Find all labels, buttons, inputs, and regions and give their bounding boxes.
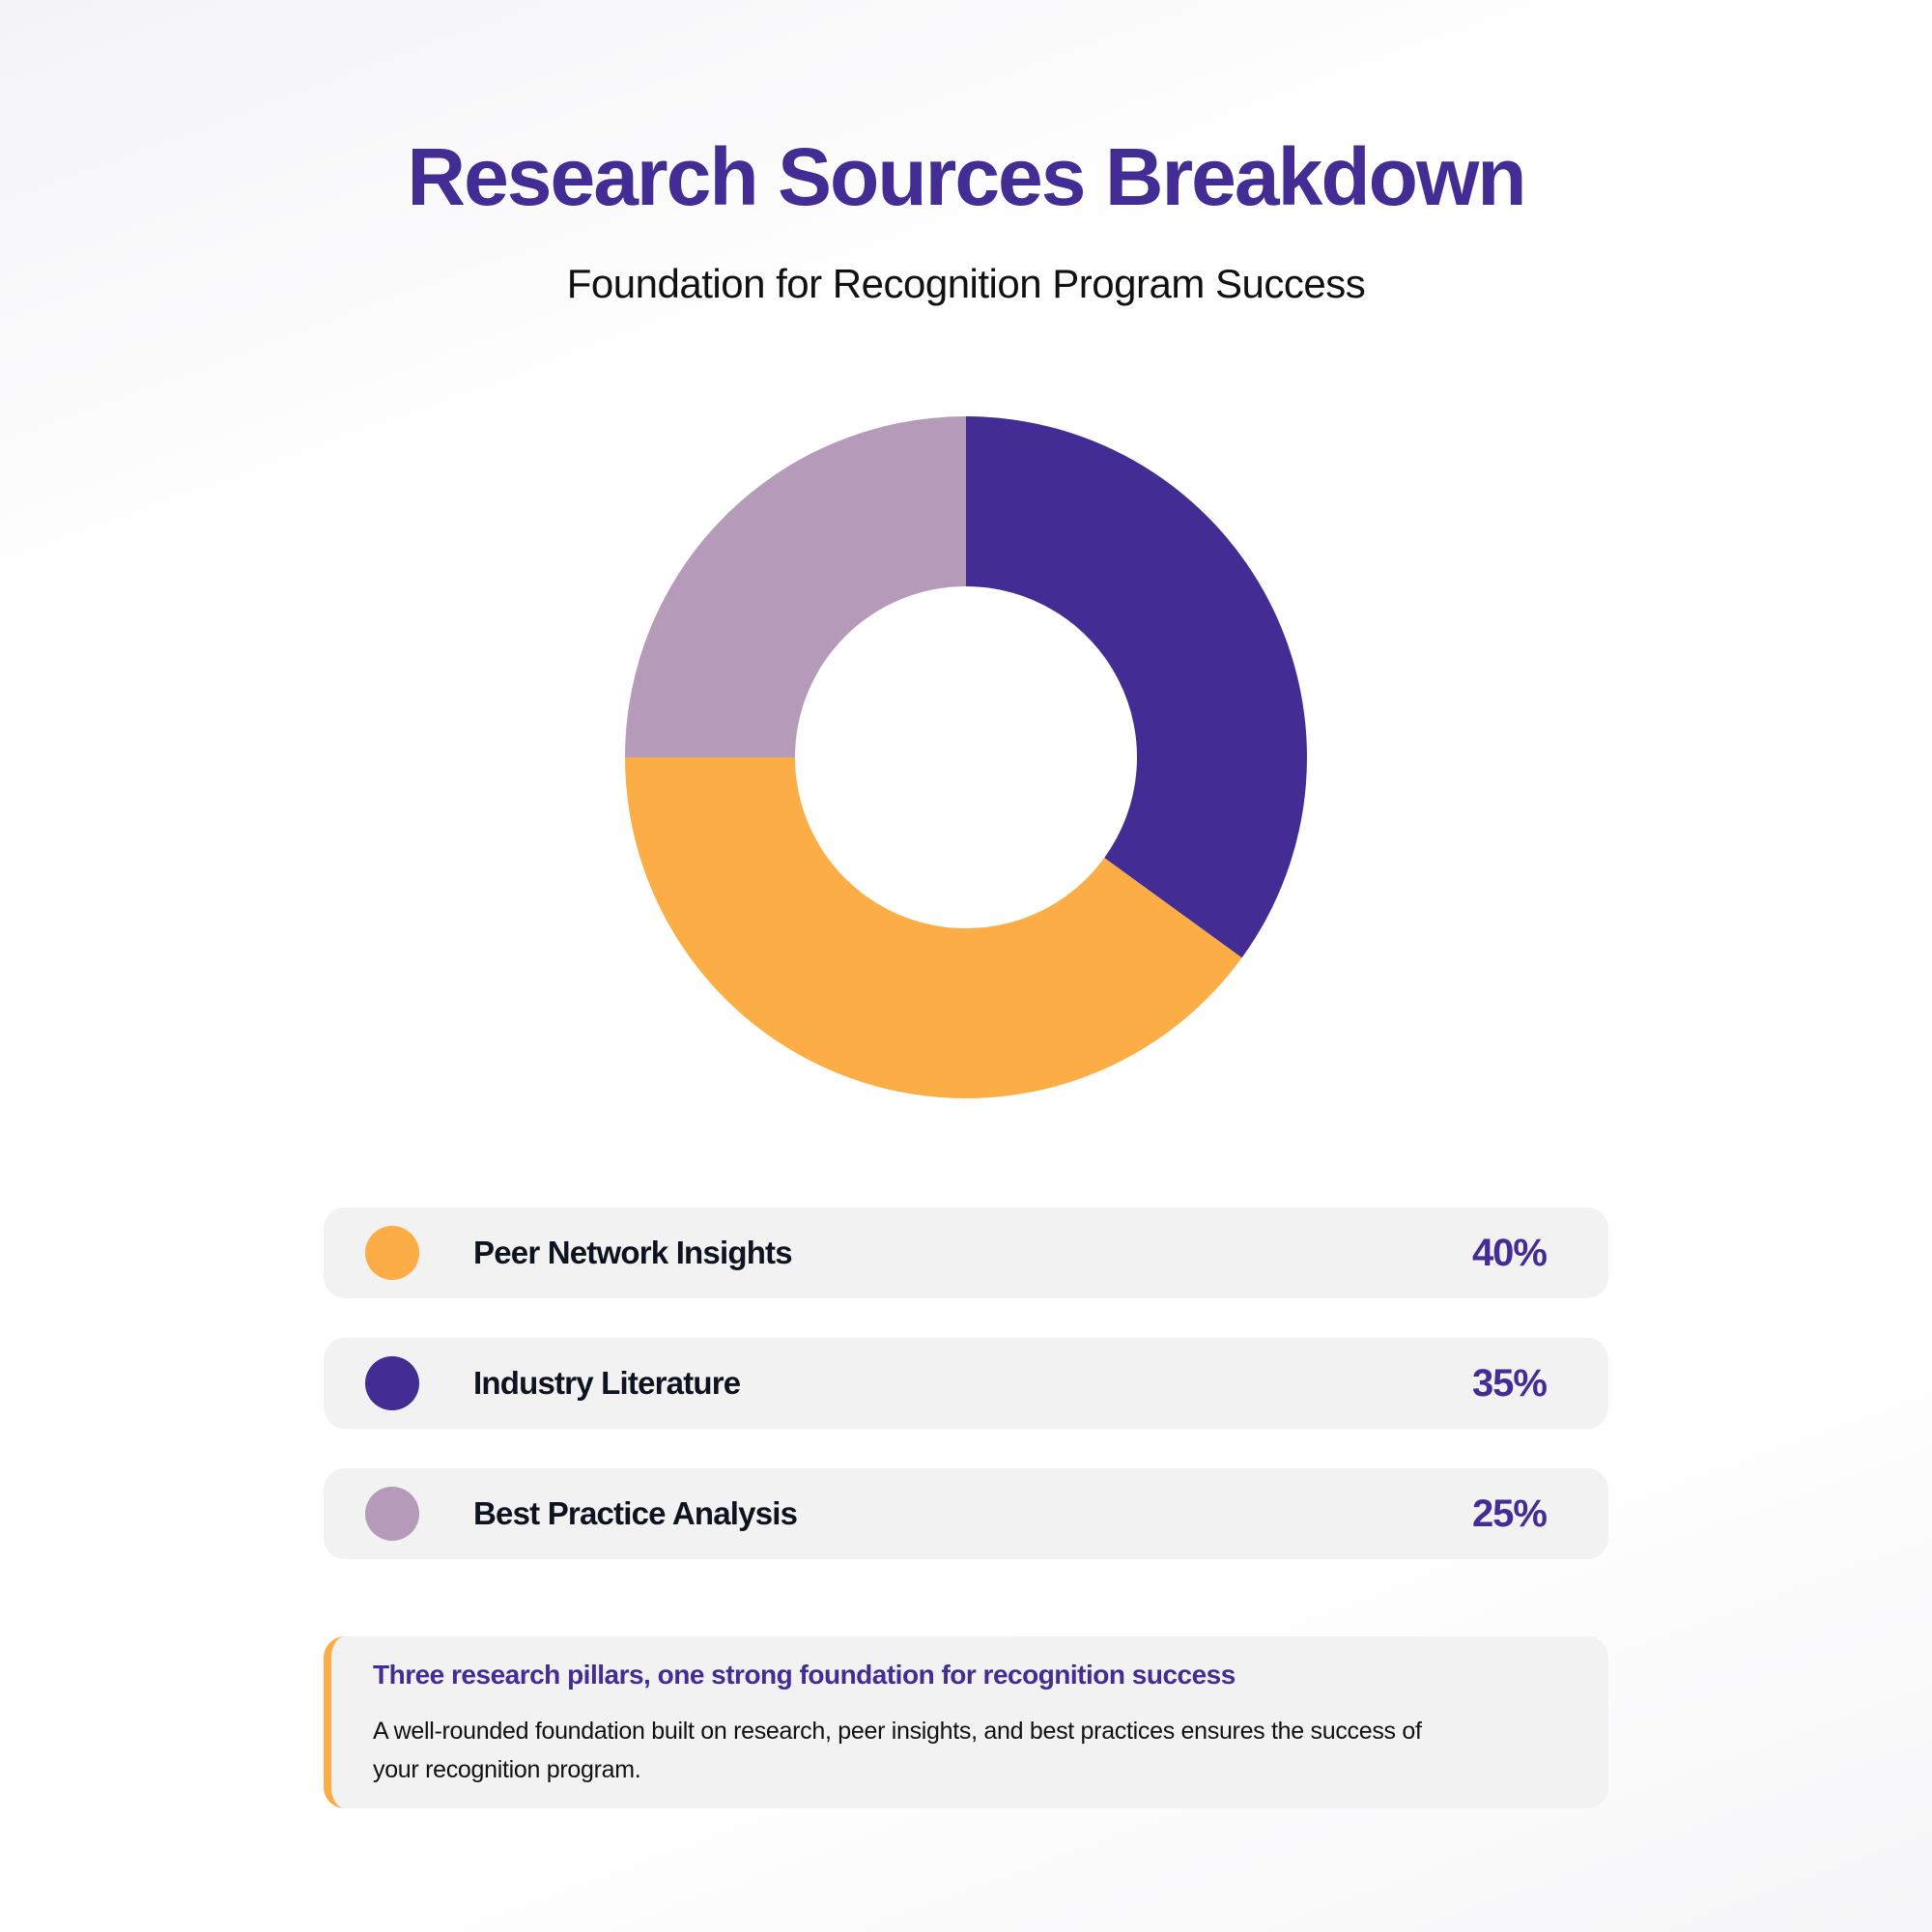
legend-item-best-practice: Best Practice Analysis 25% xyxy=(324,1468,1608,1559)
legend-value: 35% xyxy=(1471,1362,1548,1405)
legend-value: 25% xyxy=(1471,1492,1548,1535)
legend-label: Industry Literature xyxy=(473,1365,741,1401)
legend-item-industry-literature: Industry Literature 35% xyxy=(324,1338,1608,1429)
legend-item-peer-network: Peer Network Insights 40% xyxy=(324,1208,1608,1298)
callout-body: A well-rounded foundation built on resea… xyxy=(373,1718,1422,1783)
legend-value: 40% xyxy=(1471,1232,1548,1274)
summary-callout: Three research pillars, one strong found… xyxy=(324,1636,1608,1808)
donut-chart xyxy=(625,416,1307,1098)
legend-label: Peer Network Insights xyxy=(473,1235,793,1270)
callout-heading: Three research pillars, one strong found… xyxy=(373,1660,1236,1690)
legend-swatch xyxy=(365,1356,419,1410)
legend-swatch xyxy=(365,1226,419,1280)
legend-swatch xyxy=(365,1487,419,1541)
donut-slice-peer-network-insights xyxy=(625,757,1242,1098)
page-title: Research Sources Breakdown xyxy=(407,131,1526,222)
page-subtitle: Foundation for Recognition Program Succe… xyxy=(566,261,1366,306)
donut-slice-best-practice-analysis xyxy=(625,416,966,757)
donut-slice-industry-literature xyxy=(966,416,1307,958)
legend-label: Best Practice Analysis xyxy=(473,1495,798,1531)
